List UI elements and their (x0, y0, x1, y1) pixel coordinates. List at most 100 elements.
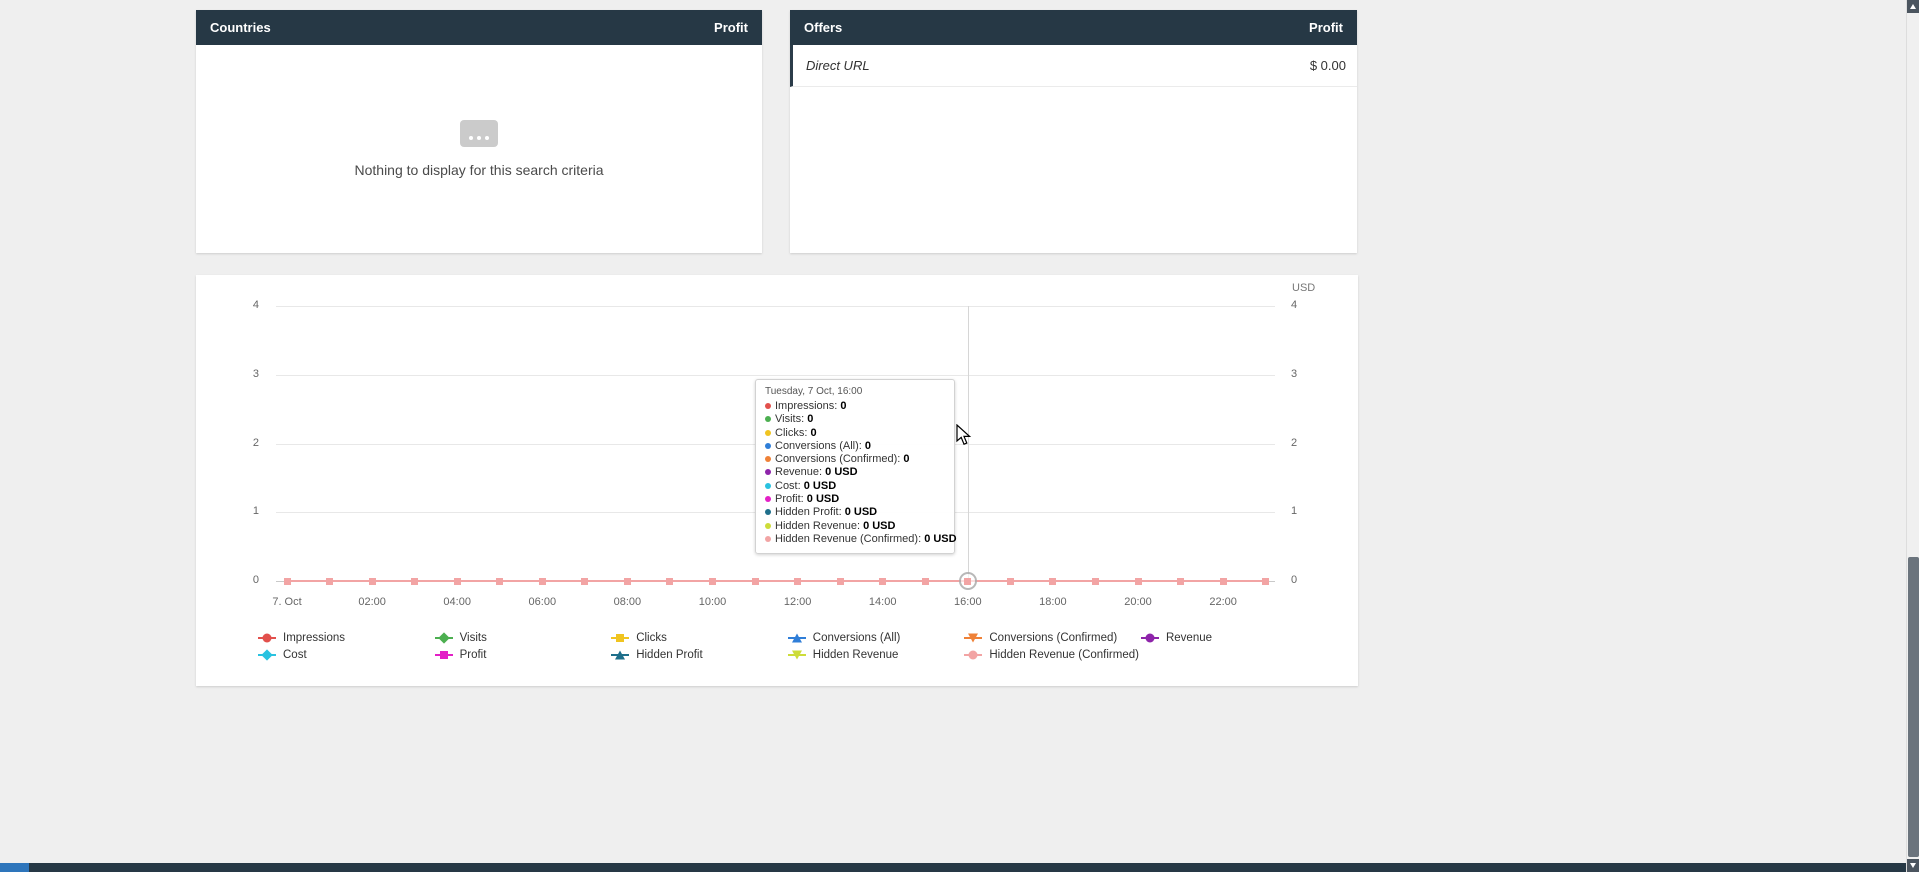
legend-item-revenue[interactable]: Revenue (1140, 631, 1318, 644)
legend-item-impressions[interactable]: Impressions (258, 632, 435, 644)
tooltip-row-cost: Cost: 0 USD (765, 480, 945, 493)
chart-point-0000[interactable] (283, 577, 291, 585)
offers-metric-label: Profit (1309, 20, 1343, 35)
y-axis-tick-left: 0 (252, 574, 259, 586)
x-axis-tick: 7. Oct (272, 596, 302, 608)
legend-label: Impressions (283, 631, 345, 644)
circle-icon (1140, 632, 1159, 644)
chart-point-1400[interactable] (879, 577, 887, 585)
offer-profit-value: $ 0.00 (1309, 58, 1346, 73)
offers-panel: Offers Profit Direct URL $ 0.00 (790, 10, 1357, 253)
bottom-bar-accent-button[interactable] (0, 863, 29, 872)
tooltip-series-bullet (765, 456, 771, 463)
legend-item-conversions-all[interactable]: Conversions (All) (787, 632, 965, 644)
scrollbar-down-icon[interactable] (1907, 859, 1919, 872)
gridline (276, 306, 1275, 307)
y-axis-tick-left: 4 (252, 299, 259, 311)
chart-point-1000[interactable] (709, 577, 716, 585)
flat-series-line (287, 580, 1266, 582)
scrollbar-thumb[interactable] (1908, 557, 1919, 857)
tooltip-series-value: 0 USD (844, 506, 878, 519)
y-axis-tick-right: 4 (1291, 299, 1298, 311)
chart-point-2100[interactable] (1177, 577, 1185, 585)
triangle-icon (611, 649, 630, 661)
legend-item-hidden-revenue-confirmed[interactable]: Hidden Revenue (Confirmed) (964, 649, 1141, 661)
tooltip-series-bullet (765, 442, 771, 449)
chart-point-2000[interactable] (1134, 577, 1142, 585)
legend-symbol (791, 633, 802, 642)
chart-point-1900[interactable] (1091, 577, 1099, 585)
legend-label: Visits (459, 631, 487, 644)
bottom-bar (0, 863, 1919, 872)
legend-symbol (261, 648, 273, 661)
chart-point-0200[interactable] (368, 577, 376, 585)
tooltip-series-value: 0 (807, 413, 814, 426)
legend-item-clicks[interactable]: Clicks (611, 632, 788, 644)
tooltip-title: Tuesday, 7 Oct, 16:00 (765, 386, 863, 397)
legend-symbol (968, 633, 979, 642)
tooltip-series-bullet (765, 535, 771, 542)
tooltip-series-value: 0 (864, 439, 871, 452)
gridline (276, 374, 1275, 376)
chart-point-2300[interactable] (1262, 577, 1270, 585)
legend-label: Profit (459, 648, 487, 661)
tooltip-row-revenue: Revenue: 0 USD (765, 466, 945, 479)
chart-unit-label: USD (1292, 282, 1316, 294)
chart-point-0800[interactable] (623, 577, 631, 585)
tooltip-series-value: 0 USD (863, 519, 896, 532)
tooltip-series-bullet (765, 496, 771, 503)
chart-point-1700[interactable] (1006, 577, 1014, 585)
legend-symbol (968, 650, 978, 659)
legend-item-visits[interactable]: Visits (434, 631, 612, 644)
tooltip-series-label: Conversions (Confirmed): (775, 453, 904, 466)
countries-metric-label: Profit (714, 20, 748, 35)
chart-point-1100[interactable] (751, 577, 759, 585)
x-axis-tick: 20:00 (1124, 596, 1152, 608)
countries-panel-title: Countries (210, 20, 271, 35)
tooltip-series-label: Cost: (775, 479, 804, 492)
tooltip-rows: Impressions: 0 Visits: 0 Clicks: 0 Conversi… (765, 400, 957, 546)
legend-row-2: Cost Profit Hidden Profit Hidden Revenue Hid… (258, 646, 1318, 663)
countries-panel-header: Countries Profit (196, 10, 762, 45)
y-axis-tick-left: 2 (252, 436, 259, 449)
triangle-icon (787, 632, 806, 644)
chart-point-0300[interactable] (411, 577, 419, 585)
legend-item-cost[interactable]: Cost (258, 649, 435, 661)
y-axis-tick-right: 0 (1291, 574, 1298, 586)
legend-item-profit[interactable]: Profit (434, 648, 612, 661)
chart-point-0500[interactable] (496, 577, 504, 585)
tooltip-series-label: Impressions: (775, 400, 841, 412)
tooltip-series-value: 0 (903, 453, 910, 466)
legend-symbol (437, 631, 450, 644)
vertical-scrollbar[interactable] (1906, 0, 1919, 872)
x-axis-tick: 10:00 (698, 596, 727, 608)
chart-point-0100[interactable] (326, 577, 334, 585)
legend-item-hidden-revenue[interactable]: Hidden Revenue (787, 649, 965, 661)
chart-point-0400[interactable] (453, 577, 461, 585)
scrollbar-up-icon[interactable] (1907, 0, 1919, 13)
chart-point-1300[interactable] (836, 577, 844, 585)
tooltip-row-impressions: Impressions: 0 (765, 400, 945, 413)
legend-label: Conversions (Confirmed) (989, 631, 1118, 644)
offer-row-direct-url[interactable]: Direct URL $ 0.00 (790, 45, 1357, 87)
tooltip-series-label: Hidden Revenue (Confirmed): (775, 532, 925, 545)
chart-panel: USD Tuesday, 7 Oct, 16:00 Impressions: 0… (196, 275, 1358, 686)
traffic-chart: USD Tuesday, 7 Oct, 16:00 Impressions: 0… (196, 275, 1358, 686)
x-axis-tick: 02:00 (358, 596, 386, 608)
chart-point-0900[interactable] (666, 577, 674, 585)
y-axis-tick-right: 2 (1291, 436, 1298, 449)
chart-point-1600[interactable] (964, 577, 972, 585)
offers-list: Direct URL $ 0.00 (790, 45, 1357, 87)
legend-label: Revenue (1165, 631, 1213, 644)
chart-point-1500[interactable] (921, 577, 929, 585)
tooltip-row-hidden-profit: Hidden Profit: 0 USD (765, 506, 945, 519)
legend-item-conversions-confirmed[interactable]: Conversions (Confirmed) (964, 632, 1141, 644)
circle-icon (258, 632, 276, 644)
chart-point-1200[interactable] (794, 577, 802, 585)
chart-point-0600[interactable] (538, 577, 546, 585)
legend-symbol (791, 650, 802, 659)
chart-point-1800[interactable] (1049, 577, 1057, 585)
legend-item-hidden-profit[interactable]: Hidden Profit (611, 649, 788, 661)
chart-point-0700[interactable] (581, 577, 589, 585)
chart-point-2200[interactable] (1219, 577, 1227, 585)
